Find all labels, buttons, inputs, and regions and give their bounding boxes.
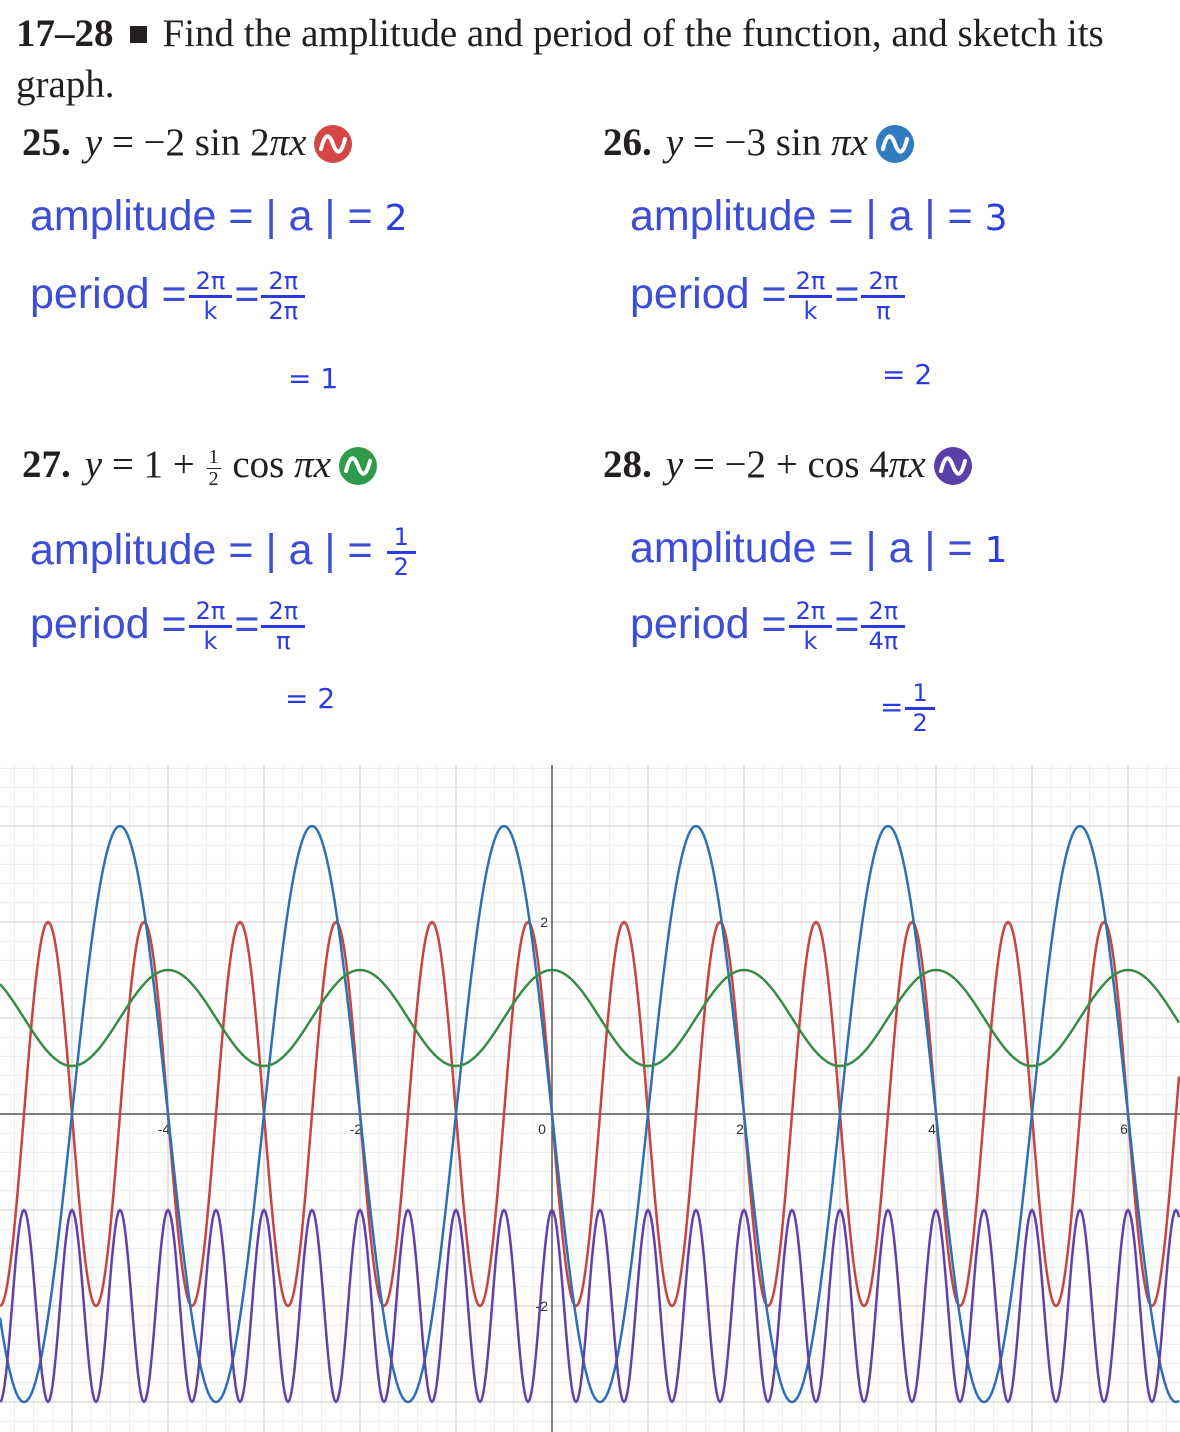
period-label: period = <box>30 269 187 318</box>
fraction-numerator: 2π <box>861 268 906 298</box>
x-tick-label: 2 <box>736 1121 744 1137</box>
series-line <box>0 920 1180 1308</box>
fraction-denominator: k <box>203 297 218 325</box>
period-formula-fraction: 2π k <box>788 598 833 655</box>
problem-26-amplitude: amplitude = | a | = 3 <box>630 192 1008 241</box>
equation-body: = 1 + <box>102 443 205 486</box>
equation-variable: πx <box>888 443 926 486</box>
problem-28-period: period = 2π k = 2π 4π <box>630 598 907 655</box>
fraction-denominator: 4π <box>868 627 899 655</box>
fraction-denominator: k <box>803 297 818 325</box>
series-line <box>0 1208 1180 1404</box>
y-tick-label: 2 <box>540 914 548 930</box>
problem-25-equation: 25. y = −2 sin 2πx <box>22 120 353 165</box>
equation-body: = −2 + cos 4 <box>683 443 889 486</box>
graph-toggle-icon[interactable] <box>875 125 914 164</box>
problem-number: 25. <box>22 121 71 164</box>
equation-body: cos <box>222 443 295 486</box>
x-tick-label: -4 <box>158 1121 171 1137</box>
equation-body: = −2 sin 2 <box>102 121 270 164</box>
exercise-header: 17–28 Find the amplitude and period of th… <box>16 8 1166 110</box>
period-substituted-fraction: 2π π <box>861 268 906 325</box>
fraction-numerator: 2π <box>261 598 306 628</box>
fraction-numerator: 2π <box>261 268 306 298</box>
problem-26-equation: 26. y = −3 sin πx <box>603 120 914 165</box>
fraction-denominator: 2π <box>268 297 299 325</box>
problem-27-result: = 2 <box>285 682 336 715</box>
equation-lhs: y <box>84 443 103 486</box>
problem-27-period: period = 2π k = 2π π <box>30 598 307 655</box>
period-label: period = <box>630 269 787 318</box>
fraction-denominator: π <box>276 627 291 655</box>
equation-lhs: y <box>665 121 684 164</box>
amplitude-value: 3 <box>984 198 1008 239</box>
problem-number: 28. <box>603 443 652 486</box>
result-equals: = <box>880 690 904 724</box>
fraction-denominator: π <box>876 297 891 325</box>
fraction-numerator: 2π <box>861 598 906 628</box>
period-substituted-fraction: 2π 2π <box>261 268 306 325</box>
x-tick-label: -2 <box>350 1121 363 1137</box>
problem-26-result: = 2 <box>882 358 933 391</box>
function-graph[interactable]: -4 -2 0 2 4 6 2 -2 <box>0 765 1180 1432</box>
equation-variable: πx <box>831 121 868 164</box>
fraction-numerator: 2π <box>788 598 833 628</box>
x-tick-label: 6 <box>1120 1121 1128 1137</box>
x-tick-label: 4 <box>928 1121 936 1137</box>
amplitude-value: 2 <box>384 198 408 239</box>
amplitude-label: amplitude = | a | = <box>30 525 385 574</box>
fraction-denominator: k <box>203 627 218 655</box>
exercise-instruction: Find the amplitude and period of the fun… <box>16 12 1104 106</box>
period-formula-fraction: 2π k <box>788 268 833 325</box>
fraction-denominator: 2 <box>912 709 928 737</box>
fraction-numerator: 1 <box>386 524 416 554</box>
equation-lhs: y <box>665 443 684 486</box>
amplitude-label: amplitude = | a | = <box>630 192 985 240</box>
problem-number: 27. <box>22 443 71 486</box>
graph-toggle-icon[interactable] <box>933 447 972 486</box>
fraction-numerator: 2π <box>188 598 233 628</box>
fraction-numerator: 2π <box>788 268 833 298</box>
fraction-denominator: 2 <box>208 467 219 490</box>
problem-25-amplitude: amplitude = | a | = 2 <box>30 192 408 241</box>
equation-variable: πx <box>269 121 307 164</box>
amplitude-label: amplitude = | a | = <box>630 524 985 572</box>
series-line <box>0 824 1180 1404</box>
graph-toggle-icon[interactable] <box>338 447 377 486</box>
problem-number: 26. <box>603 121 652 164</box>
amplitude-label: amplitude = | a | = <box>30 192 385 240</box>
fraction-numerator: 2π <box>188 268 233 298</box>
equation-body: = −3 sin <box>683 121 832 164</box>
problem-25-period: period = 2π k = 2π 2π <box>30 268 307 325</box>
graph-toggle-icon[interactable] <box>314 125 353 164</box>
equation-lhs: y <box>84 121 103 164</box>
x-tick-label: 0 <box>538 1121 546 1137</box>
y-tick-label: -2 <box>536 1298 549 1314</box>
period-substituted-fraction: 2π π <box>261 598 306 655</box>
problem-26-period: period = 2π k = 2π π <box>630 268 907 325</box>
problem-28-result: = 1 2 <box>880 680 937 737</box>
period-formula-fraction: 2π k <box>188 268 233 325</box>
fraction-numerator: 1 <box>206 445 221 469</box>
period-label: period = <box>30 599 187 648</box>
problem-25-result: = 1 <box>288 362 339 395</box>
problem-28-amplitude: amplitude = | a | = 1 <box>630 524 1008 573</box>
amplitude-value: 1 <box>984 530 1008 571</box>
problem-28-equation: 28. y = −2 + cos 4πx <box>603 442 972 487</box>
fraction-numerator: 1 <box>905 680 935 710</box>
period-label: period = <box>630 599 787 648</box>
square-bullet-icon <box>129 26 147 44</box>
fraction-denominator: 2 <box>393 553 409 581</box>
equation-variable: πx <box>294 443 331 486</box>
period-formula-fraction: 2π k <box>188 598 233 655</box>
series-line <box>0 968 1180 1068</box>
fraction-denominator: k <box>803 627 818 655</box>
period-substituted-fraction: 2π 4π <box>861 598 906 655</box>
exercise-range: 17–28 <box>16 12 114 55</box>
